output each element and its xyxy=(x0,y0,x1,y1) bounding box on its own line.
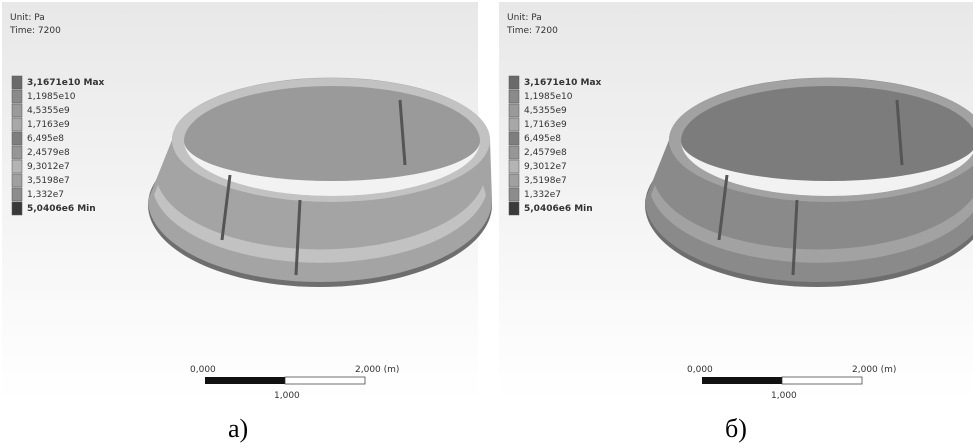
legend-swatch xyxy=(12,174,22,187)
scale-end: 2,000 (m) xyxy=(355,365,399,375)
legend-label: 9,3012e7 xyxy=(524,162,567,172)
legend-swatch xyxy=(12,76,22,89)
scale-start: 0,000 xyxy=(190,365,216,375)
legend-swatch xyxy=(509,188,519,201)
legend-label: 4,5355e9 xyxy=(27,106,70,116)
screenshot-panel: Unit: Pa Time: 7200 3,1671e10 Max 1,1985e10… xyxy=(499,2,973,443)
scale-middle: 1,000 xyxy=(274,391,300,401)
legend-swatch xyxy=(509,90,519,103)
time-label: Time: 7200 xyxy=(9,26,61,36)
legend-swatch xyxy=(12,118,22,131)
scale-bar-white xyxy=(285,377,365,384)
scale-bar-black xyxy=(702,377,782,384)
legend-label: 1,1985e10 xyxy=(27,92,76,102)
scale-bar-black xyxy=(205,377,285,384)
screenshot-panel: Unit: Pa Time: 7200 3,1671e10 Max 1,1985e10… xyxy=(2,2,492,443)
legend-swatch xyxy=(12,132,22,145)
legend-label: 5,0406e6 Min xyxy=(524,204,593,214)
figure: Unit: Pa Time: 7200 3,1671e10 Max 1,1985e10… xyxy=(0,0,973,447)
caption: б) xyxy=(725,414,747,443)
legend-label: 9,3012e7 xyxy=(27,162,70,172)
legend-label: 6,495e8 xyxy=(27,134,64,144)
legend-swatch xyxy=(509,104,519,117)
legend-swatch xyxy=(509,132,519,145)
legend-swatch xyxy=(509,174,519,187)
legend-swatch xyxy=(509,160,519,173)
legend-label: 3,5198e7 xyxy=(27,176,70,186)
legend-label: 1,332e7 xyxy=(524,190,561,200)
legend-label: 4,5355e9 xyxy=(524,106,567,116)
legend-label: 3,5198e7 xyxy=(524,176,567,186)
unit-label: Unit: Pa xyxy=(507,13,542,23)
legend-label: 5,0406e6 Min xyxy=(27,204,96,214)
legend-swatch xyxy=(509,76,519,89)
legend-label: 2,4579e8 xyxy=(524,148,567,158)
legend-swatch xyxy=(12,188,22,201)
legend-swatch xyxy=(12,160,22,173)
time-label: Time: 7200 xyxy=(506,26,558,36)
legend-label: 2,4579e8 xyxy=(27,148,70,158)
page: Unit: Pa Time: 7200 3,1671e10 Max 1,1985e10… xyxy=(0,0,973,447)
scale-start: 0,000 xyxy=(687,365,713,375)
scale-end: 2,000 (m) xyxy=(852,365,896,375)
legend-label: 3,1671e10 Max xyxy=(27,78,105,88)
legend-label: 3,1671e10 Max xyxy=(524,78,602,88)
legend-swatch xyxy=(509,202,519,215)
legend-swatch xyxy=(12,202,22,215)
legend-swatch xyxy=(12,90,22,103)
scale-middle: 1,000 xyxy=(771,391,797,401)
legend-label: 1,1985e10 xyxy=(524,92,573,102)
unit-label: Unit: Pa xyxy=(10,13,45,23)
legend-swatch xyxy=(12,146,22,159)
caption: а) xyxy=(228,414,248,443)
legend-label: 1,332e7 xyxy=(27,190,64,200)
legend-swatch xyxy=(12,104,22,117)
legend-label: 1,7163e9 xyxy=(524,120,567,130)
legend-swatch xyxy=(509,118,519,131)
legend-swatch xyxy=(509,146,519,159)
scale-bar-white xyxy=(782,377,862,384)
legend-label: 1,7163e9 xyxy=(27,120,70,130)
legend-label: 6,495e8 xyxy=(524,134,561,144)
